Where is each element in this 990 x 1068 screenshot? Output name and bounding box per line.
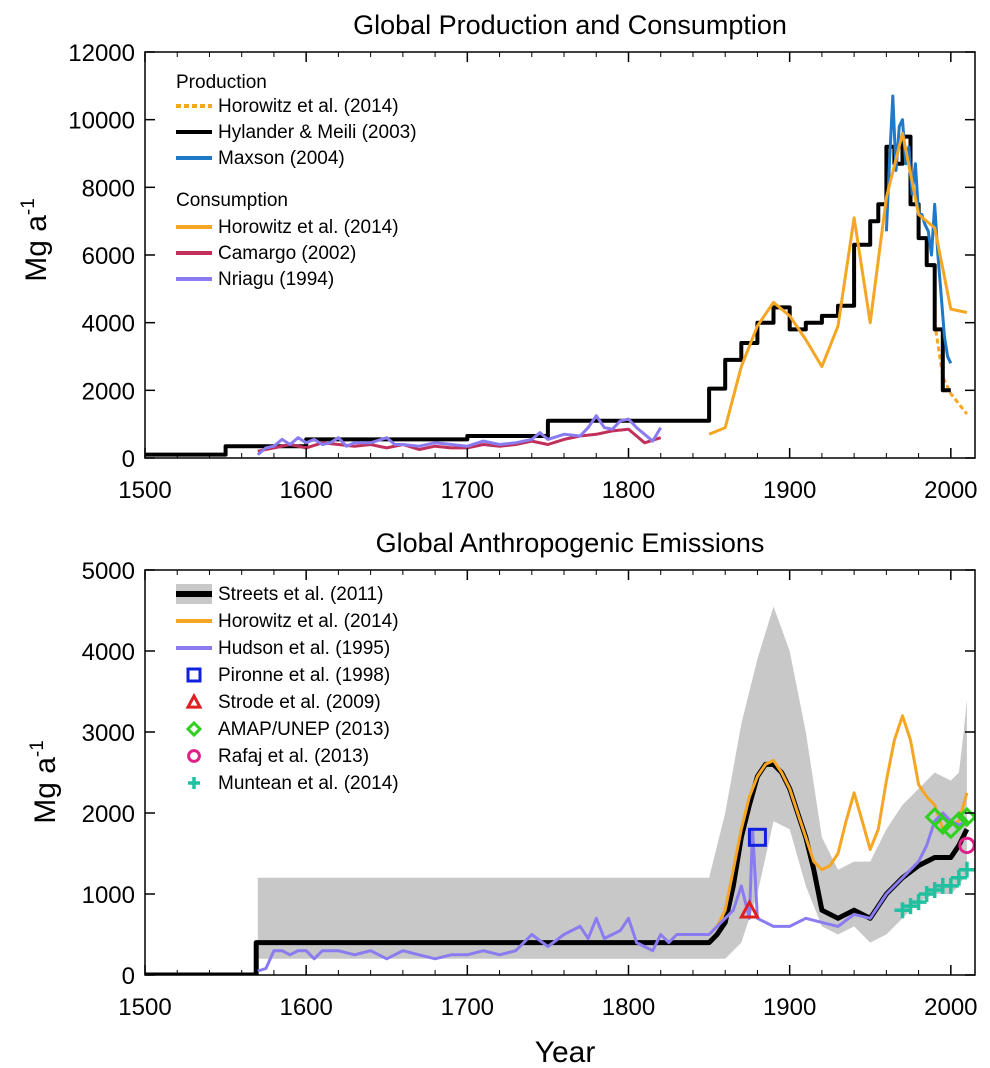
x-tick-label: 1800 xyxy=(602,477,655,504)
legend-heading: Production xyxy=(176,72,267,93)
legend-entry: Hudson et al. (1995) xyxy=(218,638,390,659)
legend-entry: Horowitz et al. (2014) xyxy=(218,611,399,632)
x-tick-label: 1700 xyxy=(441,477,494,504)
legend: Production Horowitz et al. (2014) Hyland… xyxy=(176,72,417,290)
data-point-strode-et-al-2009 xyxy=(738,899,760,919)
legend-entry: Nriagu (1994) xyxy=(218,269,334,290)
y-axis-label-text: Mg a xyxy=(29,757,62,824)
y-tick-label: 8000 xyxy=(82,175,135,202)
series-hudson-et-al-1995 xyxy=(257,811,968,973)
x-tick-label: 1600 xyxy=(279,477,332,504)
data-point-amap-unep-2013 xyxy=(956,806,975,828)
legend-marker-strode-et-al-2009 xyxy=(185,692,203,709)
legend-entry: Muntean et al. (2014) xyxy=(218,773,399,794)
plot-clip-group xyxy=(145,606,975,975)
legend-marker-amap-unep-2013 xyxy=(185,720,203,738)
x-tick-label: 2000 xyxy=(924,477,977,504)
legend-entry: Strode et al. (2009) xyxy=(218,692,381,713)
x-tick-label: 1600 xyxy=(279,994,332,1021)
y-tick-label: 12000 xyxy=(68,40,135,67)
y-tick-label: 10000 xyxy=(68,108,135,135)
legend-marker-pironne-et-al-1998 xyxy=(186,667,202,683)
axes: 1500 1600 1700 1800 1900 2000 0 2000 4000 6000 800… xyxy=(68,40,977,504)
x-tick-label: 1500 xyxy=(118,477,171,504)
legend-marker-muntean-et-al-2014 xyxy=(188,777,200,789)
legend: Streets et al. (2011) Horowitz et al. (2… xyxy=(176,584,399,794)
data-point-muntean-et-al-2014 xyxy=(942,877,959,894)
y-tick-label: 3000 xyxy=(82,720,135,747)
y-tick-label: 5000 xyxy=(82,558,135,585)
x-tick-label: 1800 xyxy=(602,994,655,1021)
y-tick-label: 4000 xyxy=(82,311,135,338)
data-point-amap-unep-2013 xyxy=(948,810,970,832)
y-axis-label: Mg a-1 xyxy=(27,740,62,824)
data-point-muntean-et-al-2014 xyxy=(950,869,967,886)
y-tick-label: 0 xyxy=(122,446,135,473)
x-axis-label: Year xyxy=(535,1036,596,1068)
data-point-muntean-et-al-2014 xyxy=(918,886,935,902)
plot-frame xyxy=(144,569,976,976)
plot-area xyxy=(145,606,975,975)
x-tick-label: 1900 xyxy=(763,994,816,1021)
data-point-muntean-et-al-2014 xyxy=(926,881,943,898)
legend-entry: Streets et al. (2011) xyxy=(218,584,383,605)
svg-text:Mg a-1: Mg a-1 xyxy=(27,740,62,824)
legend-entry: AMAP/UNEP (2013) xyxy=(218,719,390,740)
y-tick-label: 2000 xyxy=(82,801,135,828)
data-point-muntean-et-al-2014 xyxy=(910,894,927,911)
axes: 1500 1600 1700 1800 1900 2000 0 1000 2000 3000 400… xyxy=(82,558,978,1021)
y-tick-label: 0 xyxy=(122,963,135,990)
legend-marker-rafaj-et-al-2013 xyxy=(187,749,201,763)
y-tick-label: 4000 xyxy=(82,639,135,666)
legend-entry: Maxson (2004) xyxy=(218,148,345,169)
legend-entry: Camargo (2002) xyxy=(218,243,356,264)
y-tick-label: 6000 xyxy=(82,243,135,270)
series-nriagu-1994-consumption xyxy=(256,414,662,456)
series-hylander-meili-2003-production xyxy=(145,134,951,457)
legend-entry: Rafaj et al. (2013) xyxy=(218,746,369,767)
y-tick-label: 1000 xyxy=(82,882,135,909)
plot-clip-group xyxy=(145,94,969,457)
series-horowitz-et-al-2014-consumption xyxy=(708,131,968,436)
legend-heading: Consumption xyxy=(176,190,288,211)
data-point-muntean-et-al-2014 xyxy=(958,861,975,878)
series-horowitz-et-al-2014 xyxy=(708,714,969,936)
y-axis-label-superscript: -1 xyxy=(18,198,39,215)
uncertainty-band xyxy=(257,606,967,959)
svg-text:Mg a-1: Mg a-1 xyxy=(18,198,53,282)
legend-entry: Horowitz et al. (2014) xyxy=(218,217,399,238)
x-tick-label: 1700 xyxy=(441,994,494,1021)
legend-entry: Horowitz et al. (2014) xyxy=(218,96,399,117)
data-point-rafaj-et-al-2013 xyxy=(958,836,975,855)
plot-area xyxy=(145,94,969,457)
legend-entry: Hylander & Meili (2003) xyxy=(218,122,417,143)
series-horowitz-et-al-2014-production xyxy=(933,322,969,415)
x-tick-label: 1900 xyxy=(763,477,816,504)
chart-title: Global Anthropogenic Emissions xyxy=(376,528,765,558)
x-tick-label: 1500 xyxy=(118,994,171,1021)
y-axis-label-text: Mg a xyxy=(20,215,53,282)
data-point-muntean-et-al-2014 xyxy=(894,902,911,919)
data-point-muntean-et-al-2014 xyxy=(902,898,919,915)
panel-emissions: Global Anthropogenic Emissions Mg a-1 Ye… xyxy=(27,528,978,1068)
legend-entry: Pironne et al. (1998) xyxy=(218,665,390,686)
data-point-pironne-et-al-1998 xyxy=(747,827,767,847)
y-axis-label-superscript: -1 xyxy=(27,740,48,757)
chart-title: Global Production and Consumption xyxy=(353,10,787,40)
y-tick-label: 2000 xyxy=(82,378,135,405)
panel-production-consumption: Global Production and Consumption Mg a-1… xyxy=(18,10,978,504)
x-tick-label: 2000 xyxy=(924,994,977,1021)
y-axis-label: Mg a-1 xyxy=(18,198,53,282)
